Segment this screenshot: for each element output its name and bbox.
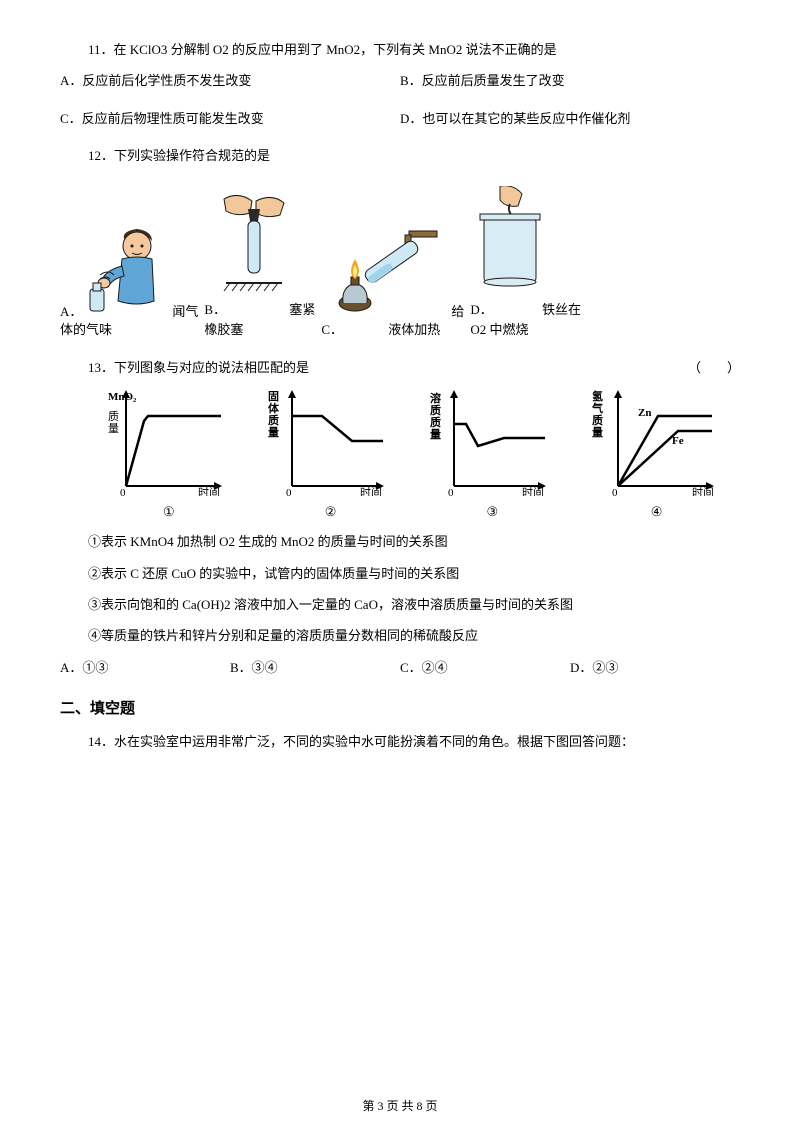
q12-c-prefix: C． bbox=[321, 322, 343, 337]
svg-text:时间: 时间 bbox=[198, 486, 220, 496]
q11-optA: A．反应前后化学性质不发生改变 bbox=[60, 69, 400, 92]
q12-c-suffix: 液体加热 bbox=[388, 322, 440, 337]
q12-imgB bbox=[204, 191, 299, 300]
q11-options-row1: A．反应前后化学性质不发生改变 B．反应前后质量发生了改变 bbox=[60, 69, 740, 92]
q13-optC: C．②④ bbox=[400, 656, 570, 679]
q13-chart4: 氢 气 质 量 0 时间 Zn Fe ④ bbox=[592, 386, 722, 520]
q12-d-suffix1: 铁丝在 bbox=[542, 302, 581, 317]
q12-a-suffix1: 闻气 bbox=[172, 301, 198, 320]
section2-title: 二、填空题 bbox=[60, 697, 740, 718]
q13-chart1: MnO₂ 质量 0 时间 ① bbox=[106, 386, 231, 520]
q13-desc1: ①表示 KMnO4 加热制 O2 生成的 MnO2 的质量与时间的关系图 bbox=[88, 530, 740, 553]
svg-text:0: 0 bbox=[286, 487, 292, 496]
q12-optA: A． bbox=[60, 221, 198, 341]
svg-text:量: 量 bbox=[430, 428, 441, 441]
q13-text: 13．下列图象与对应的说法相匹配的是 bbox=[88, 357, 309, 376]
q13-head: 13．下列图象与对应的说法相匹配的是 （ ） bbox=[88, 357, 740, 376]
q13-optB: B．③④ bbox=[230, 656, 400, 679]
svg-text:Zn: Zn bbox=[638, 407, 651, 419]
q12-imgC bbox=[321, 221, 441, 320]
page-footer: 第 3 页 共 8 页 bbox=[0, 1097, 800, 1114]
svg-text:固: 固 bbox=[268, 390, 279, 403]
svg-text:质: 质 bbox=[430, 415, 441, 429]
q13-desc3: ③表示向饱和的 Ca(OH)2 溶液中加入一定量的 CaO，溶液中溶质质量与时间… bbox=[88, 593, 740, 616]
svg-text:0: 0 bbox=[120, 487, 126, 496]
q13-options: A．①③ B．③④ C．②④ D．②③ bbox=[60, 656, 740, 679]
svg-text:质: 质 bbox=[108, 410, 119, 423]
q12-d-suffix2: O2 中燃烧 bbox=[470, 320, 528, 341]
svg-text:MnO₂: MnO₂ bbox=[108, 391, 137, 403]
q13-num4: ④ bbox=[592, 504, 722, 520]
svg-text:质: 质 bbox=[592, 413, 603, 427]
svg-text:0: 0 bbox=[448, 487, 454, 496]
q13-num2: ② bbox=[268, 504, 393, 520]
q14-text: 14．水在实验室中运用非常广泛，不同的实验中水可能扮演着不同的角色。根据下图回答… bbox=[88, 730, 740, 753]
q12-optC: 给 C． 液体加热 bbox=[321, 221, 464, 341]
q11-text: 11．在 KClO3 分解制 O2 的反应中用到了 MnO2，下列有关 MnO2… bbox=[88, 38, 740, 61]
svg-text:时间: 时间 bbox=[360, 486, 382, 496]
q13-desc2: ②表示 C 还原 CuO 的实验中，试管内的固体质量与时间的关系图 bbox=[88, 562, 740, 585]
svg-text:质: 质 bbox=[430, 403, 441, 417]
svg-text:溶: 溶 bbox=[430, 391, 441, 405]
q11-optD: D．也可以在其它的某些反应中作催化剂 bbox=[400, 107, 740, 130]
svg-text:量: 量 bbox=[592, 426, 603, 439]
svg-text:氢: 氢 bbox=[592, 389, 603, 403]
q13-optA: A．①③ bbox=[60, 656, 230, 679]
svg-text:Fe: Fe bbox=[672, 435, 684, 447]
q13-num3: ③ bbox=[430, 504, 555, 520]
q12-options: A． bbox=[60, 186, 740, 342]
q13-desc4: ④等质量的铁片和锌片分别和足量的溶质质量分数相同的稀硫酸反应 bbox=[88, 624, 740, 647]
q12-a-suffix2: 体的气味 bbox=[60, 320, 112, 341]
q12-imgA bbox=[82, 221, 172, 320]
svg-text:时间: 时间 bbox=[522, 486, 544, 496]
q11-options-row2: C．反应前后物理性质可能发生改变 D．也可以在其它的某些反应中作催化剂 bbox=[60, 107, 740, 130]
q12-a-prefix: A． bbox=[60, 301, 82, 320]
q13-optD: D．②③ bbox=[570, 656, 740, 679]
q12-text: 12．下列实验操作符合规范的是 bbox=[88, 144, 740, 167]
q11-optC: C．反应前后物理性质可能发生改变 bbox=[60, 107, 400, 130]
q13-num1: ① bbox=[106, 504, 231, 520]
q13-charts: MnO₂ 质量 0 时间 ① 固 体 质 量 0 时间 bbox=[88, 386, 740, 520]
q12-optD: D． 铁丝在 O2 中燃烧 bbox=[470, 186, 581, 342]
svg-text:0: 0 bbox=[612, 487, 618, 496]
q12-b-suffix1: 塞紧 bbox=[289, 302, 315, 317]
svg-text:量: 量 bbox=[108, 422, 119, 435]
q12-b-prefix: B． bbox=[204, 302, 226, 317]
q11-optB: B．反应前后质量发生了改变 bbox=[400, 69, 740, 92]
q12-optB: B． 塞紧 橡胶塞 bbox=[204, 191, 315, 342]
q13-paren: （ ） bbox=[688, 357, 740, 376]
svg-text:时间: 时间 bbox=[692, 486, 714, 496]
q12-give: 给 bbox=[451, 301, 464, 320]
svg-text:质: 质 bbox=[268, 413, 279, 427]
q13-chart2: 固 体 质 量 0 时间 ② bbox=[268, 386, 393, 520]
q12-imgD bbox=[470, 186, 550, 300]
svg-text:气: 气 bbox=[592, 401, 603, 415]
q12-b-suffix2: 橡胶塞 bbox=[204, 320, 243, 341]
svg-text:体: 体 bbox=[268, 401, 280, 415]
q12-d-prefix: D． bbox=[470, 302, 492, 317]
svg-text:量: 量 bbox=[268, 426, 279, 439]
q13-chart3: 溶 质 质 量 0 时间 ③ bbox=[430, 386, 555, 520]
